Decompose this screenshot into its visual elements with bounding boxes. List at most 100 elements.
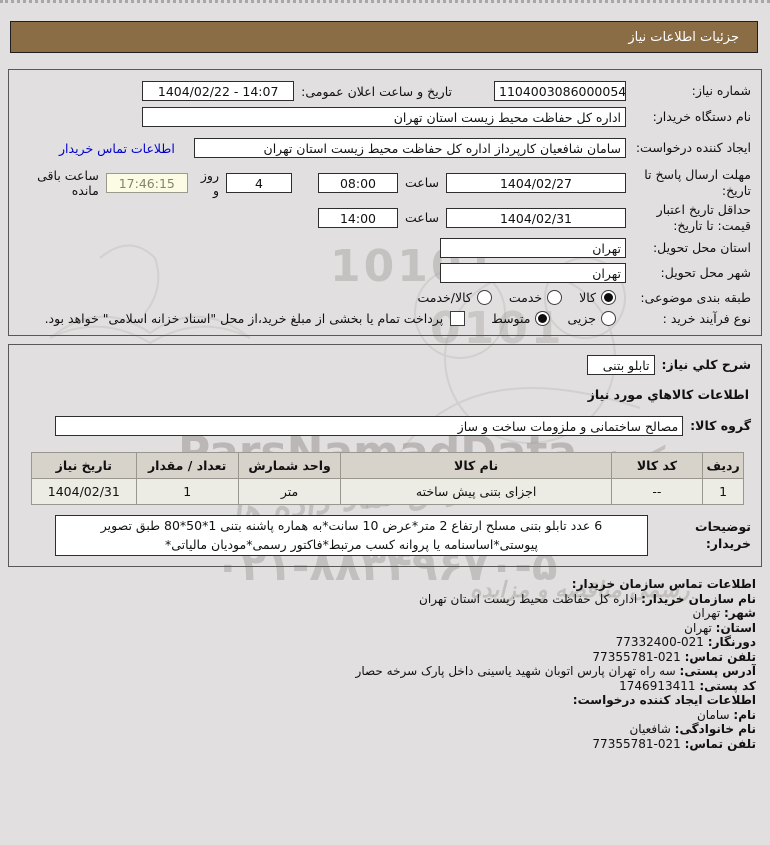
creator-field: سامان شافعیان کارپرداز اداره کل حفاظت مح… [194, 138, 626, 158]
announce-datetime-field: 1404/02/22 - 14:07 [142, 81, 295, 101]
radio-service[interactable]: خدمت [508, 289, 567, 305]
delivery-province-label: استان محل تحویل: [652, 239, 751, 255]
cell-quantity: 1 [135, 477, 239, 505]
province-label: استان: [715, 620, 756, 635]
page-title: جزئیات اطلاعات نیاز [10, 21, 758, 53]
radio-service-label: خدمت [508, 289, 543, 305]
phone-label: تلفن تماس: [684, 649, 756, 664]
radio-goods[interactable]: کالا [579, 289, 621, 305]
address-value: سه راه تهران پارس اتوبان شهید یاسینی داخ… [355, 664, 676, 679]
phone-value: 77355781-021 [592, 649, 681, 664]
radio-goods-service[interactable]: کالا/خدمت [417, 289, 496, 305]
deadline-time-field: 08:00 [317, 172, 398, 193]
delivery-province-field: تهران [440, 237, 626, 258]
radio-goods-icon[interactable] [601, 289, 616, 305]
radio-minor[interactable]: جزیی [567, 311, 621, 327]
delivery-province-row: استان محل تحویل: تهران [19, 237, 751, 258]
contact-info-block: اطلاعات تماس سازمان خریدار: نام سازمان خ… [12, 577, 756, 751]
subject-category-row: طبقه بندی موضوعی: کالا خدمت کالا/خدمت [19, 290, 751, 306]
last-name-line: نام خانوادگی: شافعیان [12, 722, 756, 737]
city-value: تهران [692, 606, 721, 621]
need-details-page: جزئیات اطلاعات نیاز شماره نیاز: 11040030… [0, 21, 770, 751]
validity-label: حداقل تاریخ اعتبار قیمت: تا تاریخ: [656, 202, 751, 233]
province-line: استان: تهران [12, 621, 756, 636]
cell-item-code: -- [610, 477, 704, 505]
address-label: آدرس پستی: [679, 664, 756, 679]
radio-goods-label: کالا [579, 289, 596, 305]
address-line: آدرس پستی: سه راه تهران پارس اتوبان شهید… [12, 664, 756, 679]
general-info-section: شماره نیاز: 1104003086000054 تاریخ و ساع… [8, 69, 762, 336]
col-header-quantity: تعداد / مقدار [135, 451, 239, 479]
need-info-section: شرح کلي نياز: تابلو بتنی اطلاعات کالاهاي… [8, 343, 762, 568]
first-name-value: سامان [696, 707, 730, 722]
goods-group-field: مصالح ساختمانی و ملزومات ساخت و ساز [55, 415, 684, 436]
org-name-value: اداره کل حفاظت محیط زیست استان تهران [419, 591, 638, 606]
cell-unit: متر [237, 477, 342, 505]
org-name-label: نام سازمان خریدار: [641, 591, 756, 606]
price-validity-row: حداقل تاریخ اعتبار قیمت: تا تاریخ: 1404/… [19, 202, 751, 233]
delivery-city-label: شهر محل تحویل: [660, 264, 751, 280]
radio-minor-label: جزیی [567, 311, 596, 327]
purchase-process-label: نوع فرآیند خرید : [662, 311, 751, 327]
creator-contact-heading-text: اطلاعات ایجاد کننده درخواست: [572, 693, 756, 708]
cell-need-date: 1404/02/31 [31, 477, 137, 505]
validity-time-field: 14:00 [317, 207, 398, 228]
last-name-value: شافعیان [629, 722, 671, 737]
radio-medium-icon[interactable] [535, 311, 551, 327]
announce-label: تاریخ و ساعت اعلان عمومی: [301, 83, 452, 99]
validity-hour-label: ساعت [404, 210, 439, 226]
days-remaining-field: 4 [225, 172, 292, 193]
buyer-org-label: نام دستگاه خریدار: [652, 109, 751, 125]
radio-goods-service-label: کالا/خدمت [417, 289, 472, 305]
fax-value: 77332400-021 [615, 635, 704, 650]
col-header-item-code: کد کالا [610, 451, 704, 479]
province-value: تهران [684, 620, 712, 635]
radio-minor-icon[interactable] [601, 311, 616, 327]
last-name-label: نام خانوادگی: [674, 722, 756, 737]
postal-code-label: کد پستی: [699, 678, 756, 693]
deadline-label: مهلت ارسال پاسخ تا تاریخ: [644, 167, 751, 198]
buyer-contact-link[interactable]: اطلاعات تماس خریدار [59, 140, 175, 156]
deadline-date-field: 1404/02/27 [446, 172, 626, 193]
first-name-label: نام: [733, 707, 756, 722]
goods-group-row: گروه کالا: مصالح ساختمانی و ملزومات ساخت… [19, 415, 751, 436]
treasury-checkbox-label: پرداخت تمام یا بخشی از مبلغ خرید،از محل … [44, 311, 444, 327]
buyer-org-row: نام دستگاه خریدار: اداره کل حفاظت محیط ز… [19, 107, 751, 127]
purchase-process-row: نوع فرآیند خرید : جزیی متوسط پرداخت تمام… [19, 311, 751, 327]
goods-table-header-row: ردیف کد کالا نام کالا واحد شمارش تعداد /… [31, 451, 744, 479]
radio-service-icon[interactable] [547, 289, 563, 305]
need-number-row: شماره نیاز: 1104003086000054 تاریخ و ساع… [19, 81, 751, 101]
phone-line: تلفن تماس: 77355781-021 [12, 650, 756, 665]
goods-info-heading: اطلاعات کالاهاي مورد نياز [587, 386, 749, 402]
buyer-org-field: اداره کل حفاظت محیط زیست استان تهران [142, 107, 626, 127]
radio-medium[interactable]: متوسط [491, 311, 555, 327]
deadline-hour-label: ساعت [404, 175, 439, 191]
delivery-city-field: تهران [440, 262, 626, 283]
creator-phone-label: تلفن تماس: [684, 736, 756, 751]
postal-code-value: 1746913411 [619, 678, 696, 693]
col-header-need-date: تاریخ نیاز [31, 451, 137, 479]
countdown-suffix-label: ساعت باقی مانده [37, 167, 99, 198]
treasury-checkbox[interactable] [450, 311, 466, 327]
need-description-row: شرح کلي نياز: تابلو بتنی [19, 354, 751, 375]
creator-contact-heading: اطلاعات ایجاد کننده درخواست: [12, 693, 756, 708]
need-description-field: تابلو بتنی [586, 354, 655, 375]
need-number-field: 1104003086000054 [494, 81, 626, 101]
city-line: شهر: تهران [12, 606, 756, 621]
creator-row: ایجاد کننده درخواست: سامان شافعیان کارپر… [19, 133, 751, 163]
city-label: شهر: [724, 606, 756, 621]
radio-goods-service-icon[interactable] [476, 289, 492, 305]
validity-date-field: 1404/02/31 [446, 207, 626, 228]
first-name-line: نام: سامان [12, 708, 756, 723]
countdown-timer: 17:46:15 [105, 172, 188, 193]
buyer-notes-label: توضیحات خریدار: [695, 519, 751, 551]
delivery-city-row: شهر محل تحویل: تهران [19, 262, 751, 283]
need-description-label: شرح کلي نياز: [661, 357, 751, 373]
org-contact-heading-text: اطلاعات تماس سازمان خریدار: [571, 577, 756, 592]
postal-code-line: کد پستی: 1746913411 [12, 679, 756, 694]
goods-group-label: گروه کالا: [690, 418, 751, 434]
subject-category-label: طبقه بندی موضوعی: [640, 289, 751, 305]
org-name-line: نام سازمان خریدار: اداره کل حفاظت محیط ز… [12, 592, 756, 607]
need-number-label: شماره نیاز: [691, 83, 751, 99]
creator-phone-value: 77355781-021 [592, 736, 681, 751]
